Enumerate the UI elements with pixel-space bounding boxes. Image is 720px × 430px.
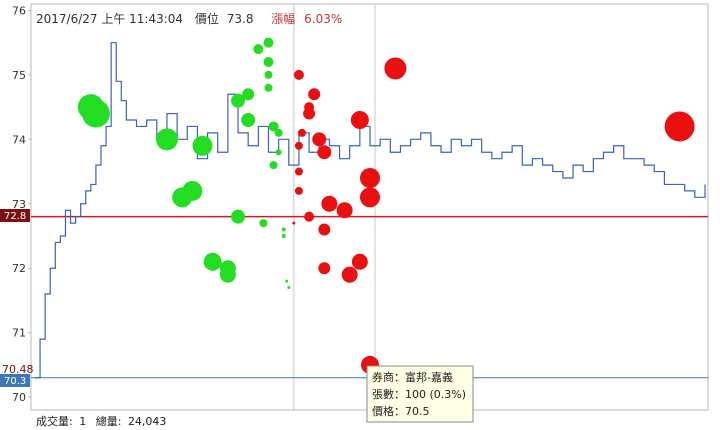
tooltip-lots-label: 張數：: [372, 388, 405, 401]
buy-bubble[interactable]: [81, 99, 110, 128]
tooltip-price-label: 價格：: [372, 404, 405, 418]
tooltip-broker-label: 券商：: [372, 370, 405, 384]
buy-bubble[interactable]: [241, 113, 256, 127]
buy-bubble[interactable]: [192, 135, 213, 156]
y-tick-label: 75: [12, 69, 26, 82]
header-datetime: 2017/6/27 上午 11:43:04: [36, 12, 183, 26]
tooltip-box: [366, 365, 474, 423]
tooltip-price-value: 70.5: [405, 405, 430, 418]
sell-bubble[interactable]: [312, 132, 327, 147]
buy-bubble[interactable]: [287, 286, 291, 290]
buy-bubble[interactable]: [275, 149, 282, 156]
buy-bubble[interactable]: [264, 70, 273, 79]
sell-bubble[interactable]: [664, 111, 695, 142]
low-price-badge-text: 70.3: [4, 376, 26, 387]
sell-bubble[interactable]: [293, 69, 304, 80]
broker-tooltip: 券商：富邦-嘉義 張數：100 (0.3%) 價格：70.5: [366, 365, 474, 423]
header-info: 2017/6/27 上午 11:43:04 價位 73.8 漲幅 6.03%: [36, 11, 342, 26]
sell-bubble[interactable]: [317, 145, 332, 160]
y-tick-label: 72: [12, 262, 26, 275]
y-tick-label: 70: [12, 391, 26, 404]
sell-bubble[interactable]: [303, 107, 316, 120]
cursor-lines: [293, 4, 376, 410]
sell-bubble[interactable]: [336, 202, 353, 219]
tooltip-lots-value: 100 (0.3%): [405, 388, 466, 401]
low-side-label: 70.48: [2, 363, 34, 376]
y-tick-label: 73: [12, 198, 26, 211]
sell-bubble[interactable]: [294, 186, 303, 195]
y-tick-label: 76: [12, 4, 26, 17]
y-axis: 70 71 72 73 74 75 76: [12, 4, 31, 404]
sell-bubble[interactable]: [294, 167, 303, 176]
sell-bubble[interactable]: [341, 266, 358, 283]
buy-bubble[interactable]: [268, 121, 279, 132]
reference-lines: [31, 215, 708, 379]
header-change-label: 漲幅: [271, 11, 295, 26]
tooltip-broker: 券商：富邦-嘉義: [372, 370, 453, 384]
buy-bubble[interactable]: [231, 93, 246, 108]
footer-total-value: 24,043: [128, 415, 167, 428]
low-price-badge: [0, 374, 30, 387]
header-price-value: 73.8: [227, 12, 254, 26]
sell-bubble[interactable]: [321, 195, 338, 212]
footer-info: 成交量: 1 總量: 24,043: [36, 414, 166, 428]
buy-bubble[interactable]: [219, 266, 236, 283]
price-line-layer: [35, 42, 706, 379]
tooltip-lots: 張數：100 (0.3%): [372, 388, 466, 401]
sell-bubble[interactable]: [384, 57, 407, 80]
sell-bubble[interactable]: [308, 88, 321, 101]
reference-price-badge-text: 72.8: [4, 211, 26, 222]
sell-bubble[interactable]: [360, 187, 380, 208]
buy-bubble[interactable]: [269, 161, 278, 170]
sell-bubble[interactable]: [318, 223, 331, 236]
sell-bubble[interactable]: [294, 141, 303, 150]
buy-bubble[interactable]: [263, 37, 274, 48]
tooltip-broker-value: 富邦-嘉義: [405, 370, 453, 384]
buy-bubble[interactable]: [203, 252, 222, 271]
sell-bubble[interactable]: [350, 111, 369, 129]
header-price-label: 價位: [195, 11, 219, 26]
tooltip-price: 價格：70.5: [372, 404, 430, 418]
reference-price-badge: [0, 209, 30, 222]
sell-bubble[interactable]: [292, 221, 296, 225]
y-tick-label: 74: [12, 133, 26, 146]
header-change-value: 6.03%: [304, 12, 342, 26]
sell-bubbles: [292, 57, 695, 374]
buy-bubble[interactable]: [264, 83, 273, 92]
price-series-line: [35, 42, 706, 379]
buy-bubble[interactable]: [281, 227, 286, 232]
buy-bubble[interactable]: [274, 128, 283, 137]
buy-bubble[interactable]: [259, 219, 268, 228]
buy-bubble[interactable]: [281, 234, 286, 238]
buy-bubble[interactable]: [253, 44, 264, 55]
footer-volume-value: 1: [79, 415, 86, 428]
buy-bubble[interactable]: [242, 88, 255, 101]
buy-bubbles: [77, 37, 291, 290]
buy-bubble[interactable]: [155, 128, 178, 151]
buy-bubble[interactable]: [231, 209, 246, 224]
y-tick-label: 71: [12, 327, 26, 340]
buy-bubble[interactable]: [285, 279, 289, 283]
sell-bubble[interactable]: [304, 211, 315, 222]
sell-bubble[interactable]: [318, 262, 331, 275]
sell-bubble[interactable]: [297, 128, 306, 137]
sell-bubble[interactable]: [351, 253, 368, 270]
buy-bubble[interactable]: [263, 57, 274, 67]
sell-bubble[interactable]: [360, 168, 380, 188]
buy-bubble[interactable]: [182, 180, 203, 201]
footer-total-label: 總量:: [96, 414, 122, 428]
footer-volume-label: 成交量:: [36, 414, 73, 428]
